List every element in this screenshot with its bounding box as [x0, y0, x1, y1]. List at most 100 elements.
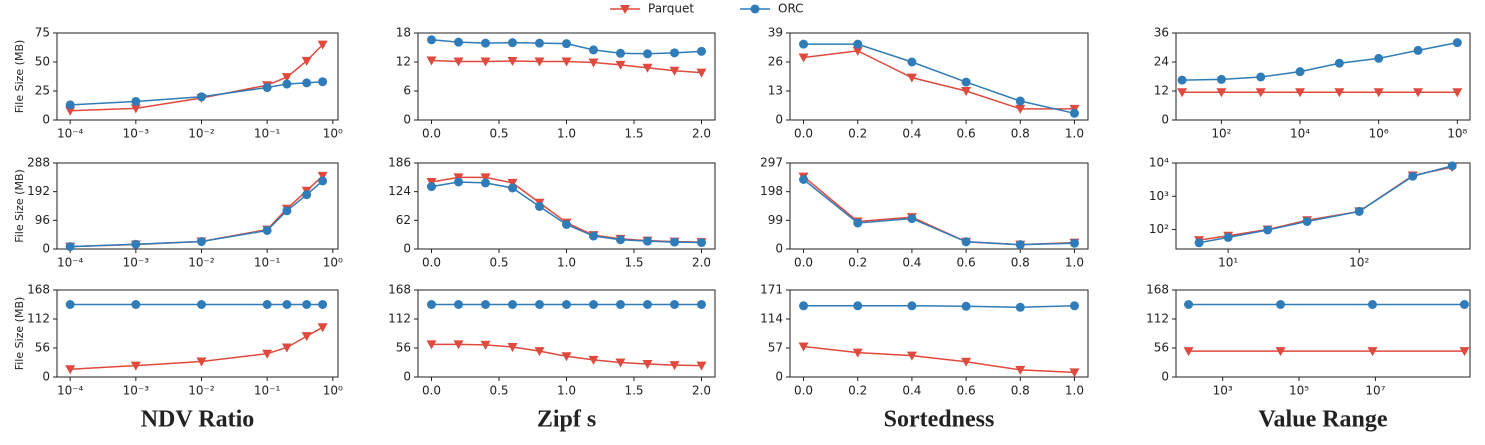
- y-tick-label: 114: [760, 312, 783, 326]
- marker: [906, 351, 917, 361]
- x-tick-label: 10⁰: [323, 384, 343, 398]
- x-tick-label: 0.2: [848, 127, 867, 141]
- marker: [534, 347, 545, 357]
- marker: [281, 73, 292, 83]
- x-tick-label: 10⁻⁴: [57, 127, 84, 141]
- marker: [1177, 75, 1187, 85]
- marker: [262, 300, 272, 309]
- marker: [643, 236, 652, 246]
- marker: [196, 92, 206, 102]
- y-axis-label: File Size (MB): [13, 297, 26, 371]
- marker: [799, 301, 809, 311]
- marker: [481, 178, 490, 188]
- y-tick-label: 57: [768, 341, 783, 355]
- plot-frame: [56, 32, 339, 121]
- marker: [961, 357, 972, 367]
- y-tick-label: 99: [768, 213, 783, 227]
- y-tick-label: 0: [42, 370, 50, 384]
- marker: [696, 361, 707, 371]
- x-tick-label: 10⁻²: [188, 127, 215, 141]
- y-tick-label: 39: [768, 26, 783, 40]
- marker: [642, 63, 653, 73]
- plot-frame: [56, 289, 339, 378]
- y-tick-label: 56: [35, 341, 50, 355]
- marker: [427, 182, 436, 192]
- marker: [697, 238, 706, 248]
- y-tick-label: 198: [760, 184, 783, 198]
- x-tick-label: 10⁰: [323, 127, 343, 141]
- plot-frame: [789, 289, 1089, 378]
- marker: [282, 300, 292, 309]
- x-tick-label: 1.5: [624, 127, 643, 141]
- marker: [453, 340, 464, 350]
- marker: [1069, 301, 1079, 311]
- marker: [535, 300, 544, 309]
- x-tick-label: 10⁻³: [123, 256, 150, 270]
- x-tick-label: 2.0: [692, 256, 711, 270]
- marker: [508, 300, 517, 309]
- x-tick-label: 0.0: [794, 256, 813, 270]
- marker: [1276, 300, 1286, 309]
- marker: [1302, 216, 1312, 226]
- marker: [562, 39, 571, 49]
- y-tick-label: 0: [42, 113, 50, 127]
- marker: [196, 357, 207, 367]
- marker: [961, 87, 972, 96]
- x-tick-label: 1.0: [557, 127, 576, 141]
- marker: [427, 35, 436, 45]
- marker: [589, 300, 598, 309]
- plot-frame: [56, 162, 339, 250]
- marker: [262, 225, 272, 235]
- y-tick-label: 12: [396, 55, 411, 69]
- y-tick-label: 56: [1154, 341, 1169, 355]
- y-tick-label: 192: [27, 184, 50, 198]
- y-tick-label: 12: [1154, 84, 1169, 98]
- y-tick-label: 168: [1146, 283, 1169, 297]
- x-axis-label: Value Range: [1258, 407, 1387, 433]
- plot-frame: [789, 32, 1089, 121]
- y-tick-label: 288: [27, 156, 50, 170]
- x-tick-label: 1.0: [1065, 384, 1084, 398]
- x-tick-label: 0.5: [489, 256, 508, 270]
- marker: [615, 60, 626, 70]
- x-tick-label: 10⁸: [1447, 127, 1467, 141]
- marker: [670, 300, 679, 309]
- marker: [1413, 88, 1424, 98]
- marker: [535, 201, 544, 211]
- x-tick-label: 10⁻³: [123, 127, 150, 141]
- x-tick-label: 10⁻¹: [254, 384, 281, 398]
- marker: [562, 300, 571, 309]
- y-tick-label: 75: [35, 26, 50, 40]
- marker: [1216, 88, 1227, 98]
- marker: [799, 39, 809, 49]
- x-tick-label: 0.6: [957, 384, 976, 398]
- marker: [1452, 88, 1463, 98]
- marker: [669, 66, 680, 76]
- x-tick-label: 0.0: [422, 256, 441, 270]
- marker: [589, 45, 598, 55]
- y-tick-label: 0: [775, 242, 783, 256]
- marker: [616, 235, 625, 245]
- y-tick-label: 18: [396, 26, 411, 40]
- y-axis-label: File Size (MB): [13, 40, 26, 114]
- marker: [1373, 88, 1384, 98]
- x-tick-label: 10⁻¹: [254, 127, 281, 141]
- marker: [620, 5, 630, 14]
- marker: [1015, 365, 1026, 375]
- y-tick-label: 62: [396, 213, 411, 227]
- marker: [262, 349, 273, 359]
- x-tick-label: 10²: [1211, 127, 1231, 141]
- marker: [961, 301, 971, 311]
- marker: [454, 177, 463, 187]
- x-tick-label: 0.4: [902, 256, 921, 270]
- y-tick-label: 297: [760, 156, 783, 170]
- x-tick-label: 0.0: [422, 384, 441, 398]
- y-tick-label: 112: [1146, 312, 1169, 326]
- marker: [1367, 347, 1378, 357]
- legend-label: ORC: [778, 2, 804, 16]
- marker: [853, 301, 863, 311]
- marker: [1216, 74, 1226, 84]
- y-tick-label: 10³: [1149, 189, 1169, 203]
- marker: [1459, 300, 1469, 309]
- marker: [1334, 88, 1345, 98]
